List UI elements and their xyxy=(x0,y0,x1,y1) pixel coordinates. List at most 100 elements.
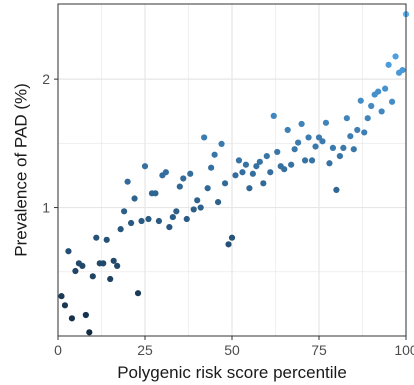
data-point xyxy=(357,97,364,104)
data-points xyxy=(58,11,410,336)
data-point xyxy=(100,260,107,267)
data-point xyxy=(326,160,333,167)
x-axis-ticks: 0 25 50 75 100 xyxy=(54,336,414,358)
data-point xyxy=(155,217,163,225)
data-point xyxy=(347,133,354,140)
data-point xyxy=(399,66,406,74)
data-point xyxy=(68,315,76,322)
data-point xyxy=(138,217,145,225)
data-point xyxy=(364,115,371,122)
data-point xyxy=(208,164,215,171)
data-point xyxy=(333,186,340,193)
data-point xyxy=(378,108,385,115)
data-point xyxy=(211,151,218,158)
x-tick-label: 100 xyxy=(394,342,414,358)
data-point xyxy=(388,98,396,105)
data-point xyxy=(134,290,142,297)
data-point xyxy=(235,157,243,164)
data-point xyxy=(263,153,270,160)
data-point xyxy=(284,126,291,134)
data-point xyxy=(291,146,298,153)
data-point xyxy=(103,236,110,243)
data-point xyxy=(131,195,138,202)
data-point xyxy=(281,166,288,173)
data-point xyxy=(260,180,267,187)
data-point xyxy=(232,172,239,179)
data-point xyxy=(343,115,350,122)
data-point xyxy=(382,85,389,92)
data-point xyxy=(354,126,361,134)
y-tick-label: 1 xyxy=(42,200,50,216)
data-point xyxy=(350,146,357,153)
y-axis-ticks: 12 xyxy=(42,71,58,216)
data-point xyxy=(107,275,114,283)
data-point xyxy=(124,178,131,185)
data-point xyxy=(117,226,124,233)
data-point xyxy=(239,169,246,176)
x-axis-title: Polygenic risk score percentile xyxy=(117,363,347,382)
data-point xyxy=(72,267,79,275)
x-tick-label: 25 xyxy=(137,342,153,358)
data-point xyxy=(392,53,399,60)
data-point xyxy=(121,208,128,215)
data-point xyxy=(173,208,180,215)
data-point xyxy=(194,197,201,204)
data-point xyxy=(152,190,159,197)
data-point xyxy=(89,273,96,280)
data-point xyxy=(253,163,260,170)
data-point xyxy=(86,329,93,336)
y-tick-label: 2 xyxy=(42,71,50,87)
data-point xyxy=(319,138,326,145)
data-point xyxy=(375,88,382,95)
data-point xyxy=(169,213,176,221)
data-point xyxy=(368,102,375,110)
data-point xyxy=(204,185,211,192)
data-point xyxy=(305,134,312,141)
data-point xyxy=(274,148,281,156)
data-point xyxy=(180,175,187,182)
data-point xyxy=(190,206,197,213)
data-point xyxy=(256,158,263,165)
data-point xyxy=(225,241,232,248)
data-point xyxy=(58,293,65,300)
data-point xyxy=(127,219,135,227)
data-point xyxy=(79,262,86,269)
data-point xyxy=(301,157,309,164)
data-point xyxy=(270,112,277,119)
data-point xyxy=(114,262,121,269)
data-point xyxy=(65,248,72,255)
data-point xyxy=(242,161,250,168)
data-point xyxy=(221,180,229,187)
data-point xyxy=(141,163,149,170)
data-point xyxy=(249,170,256,177)
data-point xyxy=(288,161,295,168)
data-point xyxy=(228,234,236,241)
data-point xyxy=(295,139,302,146)
data-point xyxy=(329,144,337,151)
data-point xyxy=(201,134,208,141)
data-point xyxy=(361,129,368,136)
data-point xyxy=(61,302,69,309)
data-point xyxy=(176,183,183,190)
data-point xyxy=(298,120,305,128)
data-point xyxy=(145,215,152,223)
data-point xyxy=(82,311,89,319)
data-point xyxy=(187,170,194,177)
data-point xyxy=(267,169,274,176)
data-point xyxy=(308,157,316,164)
data-point xyxy=(312,143,319,150)
x-tick-label: 75 xyxy=(311,342,327,358)
data-point xyxy=(218,140,225,147)
data-point xyxy=(183,215,190,223)
data-point xyxy=(336,153,343,160)
data-point xyxy=(93,234,100,241)
x-tick-label: 0 xyxy=(54,342,62,358)
data-point xyxy=(214,198,222,206)
data-point xyxy=(110,257,117,264)
x-tick-label: 50 xyxy=(224,342,240,358)
data-point xyxy=(197,204,204,211)
data-point xyxy=(246,185,253,192)
data-point xyxy=(322,119,330,126)
data-point xyxy=(162,169,169,176)
